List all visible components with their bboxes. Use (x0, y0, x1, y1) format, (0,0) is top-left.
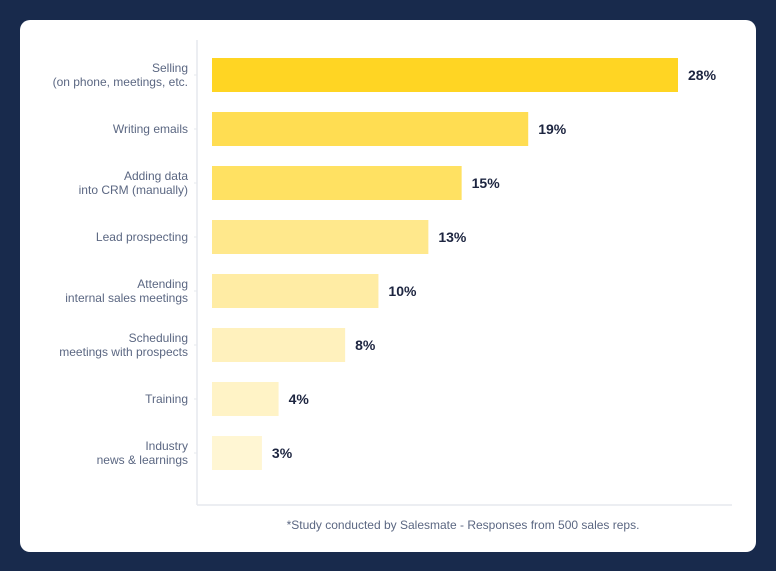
category-label: news & learnings (97, 453, 188, 467)
bar (212, 58, 678, 92)
category-label: internal sales meetings (65, 291, 188, 305)
bar (212, 436, 262, 470)
category-label: meetings with prospects (59, 345, 188, 359)
category-label: Writing emails (113, 122, 188, 136)
data-label: 3% (272, 445, 293, 461)
data-label: 8% (355, 337, 376, 353)
category-label: Training (145, 392, 188, 406)
category-label: Attending (137, 277, 188, 291)
footnote: *Study conducted by Salesmate - Response… (287, 518, 640, 532)
category-label: Adding data (124, 169, 188, 183)
category-label: Lead prospecting (96, 230, 188, 244)
bar (212, 166, 462, 200)
chart-card: 28% Selling (on phone, meetings, etc. 19% Wr… (20, 20, 756, 552)
data-label: 28% (688, 67, 717, 83)
data-label: 19% (538, 121, 567, 137)
category-label: Scheduling (129, 331, 188, 345)
bar (212, 328, 346, 362)
data-label: 10% (388, 283, 417, 299)
bar (212, 220, 429, 254)
bar (212, 382, 279, 416)
bar (212, 274, 379, 308)
data-label: 15% (472, 175, 501, 191)
data-label: 13% (438, 229, 467, 245)
category-label: into CRM (manually) (79, 183, 188, 197)
bar-chart: 28% Selling(on phone, meetings, etc. 19% Wr… (53, 40, 732, 532)
category-label: Industry (145, 439, 188, 453)
category-label: (on phone, meetings, etc. (53, 75, 188, 89)
data-label: 4% (289, 391, 310, 407)
category-label: Selling (152, 61, 188, 75)
bar (212, 112, 529, 146)
